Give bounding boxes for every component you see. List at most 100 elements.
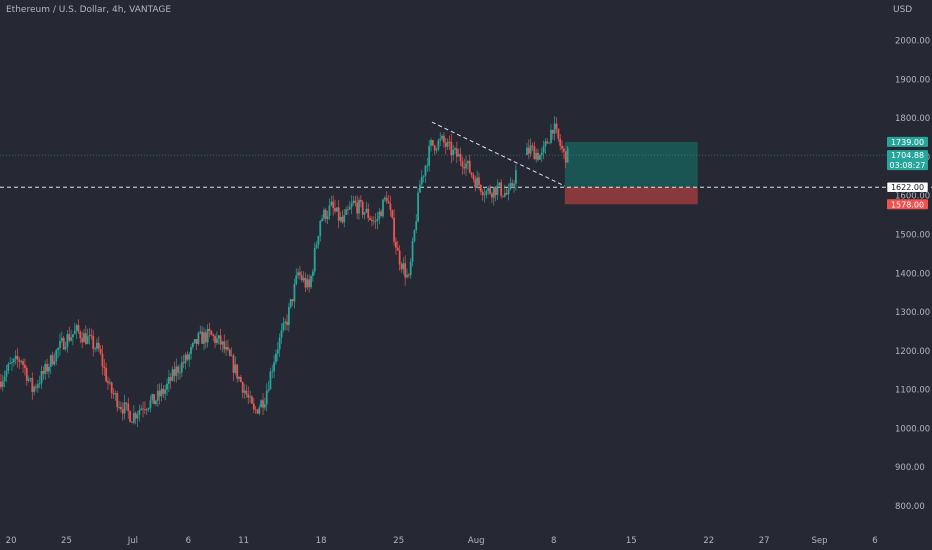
time-tick-label: 15 bbox=[626, 536, 637, 546]
candle-body bbox=[293, 283, 296, 302]
candle-body bbox=[505, 192, 508, 195]
candle-body bbox=[145, 409, 148, 411]
time-axis[interactable]: 20 25 Jul 6 11 18 25 Aug 8 15 22 27 Sep 6 bbox=[6, 536, 878, 546]
candle-body bbox=[487, 188, 490, 191]
target-zone[interactable] bbox=[564, 141, 698, 188]
candle-body bbox=[470, 172, 473, 176]
candle-body bbox=[406, 274, 408, 278]
candle-body bbox=[478, 177, 480, 185]
candle-body bbox=[175, 366, 178, 376]
candle-body bbox=[230, 355, 233, 357]
candle-body bbox=[173, 369, 176, 376]
candle-body bbox=[374, 220, 377, 222]
candle-body bbox=[97, 342, 100, 349]
candle-body bbox=[557, 128, 560, 139]
candle-body bbox=[566, 147, 569, 163]
candle-body bbox=[369, 218, 371, 220]
candle-body bbox=[311, 271, 314, 277]
candle-body bbox=[29, 378, 32, 380]
candle-body bbox=[40, 370, 43, 384]
candle-body bbox=[167, 377, 170, 384]
candle-body bbox=[276, 349, 279, 354]
candle-body bbox=[494, 186, 497, 196]
candle-body bbox=[271, 371, 274, 373]
candle-body bbox=[219, 335, 222, 345]
candle-body bbox=[12, 358, 15, 363]
candle-body bbox=[11, 362, 13, 364]
candle-body bbox=[533, 146, 536, 160]
candle-body bbox=[546, 141, 549, 144]
candle-body bbox=[289, 299, 292, 308]
price-axis[interactable]: 800.00 900.00 1000.00 1100.00 1200.00 1300.00… bbox=[895, 37, 930, 512]
candle-body bbox=[51, 355, 54, 365]
candle-body bbox=[330, 201, 333, 206]
candle-body bbox=[498, 182, 501, 186]
candle-body bbox=[328, 205, 331, 216]
candle-body bbox=[500, 182, 503, 196]
candle-body bbox=[452, 149, 455, 156]
candle-body bbox=[177, 366, 180, 373]
candle-body bbox=[256, 409, 259, 414]
candle-body bbox=[424, 165, 427, 176]
candle-body bbox=[481, 191, 484, 196]
candle-body bbox=[81, 338, 84, 343]
countdown-label: 03:08:27 bbox=[890, 161, 926, 170]
currency-label: USD bbox=[893, 5, 913, 15]
price-label-target: 1739.00 bbox=[891, 138, 924, 147]
candle-body bbox=[123, 402, 126, 414]
candle-body bbox=[225, 347, 228, 350]
candle-body bbox=[210, 330, 213, 336]
candle-body bbox=[435, 149, 438, 151]
candle-body bbox=[101, 353, 104, 367]
candle-body bbox=[149, 400, 152, 409]
candle-body bbox=[70, 337, 72, 341]
candle-body bbox=[335, 207, 338, 212]
candle-body bbox=[367, 208, 370, 219]
candle-body bbox=[343, 214, 346, 223]
candle-body bbox=[138, 410, 141, 415]
candle-body bbox=[184, 354, 187, 364]
candle-body bbox=[302, 277, 305, 281]
candle-body bbox=[407, 274, 410, 276]
candle-body bbox=[121, 409, 124, 414]
stop-zone[interactable] bbox=[564, 187, 698, 205]
candle-body bbox=[555, 123, 558, 129]
candle-body bbox=[564, 151, 567, 163]
candle-body bbox=[243, 390, 246, 393]
candle-body bbox=[92, 335, 95, 349]
candle-body bbox=[238, 376, 240, 379]
candle-body bbox=[232, 355, 235, 373]
candle-body bbox=[96, 342, 98, 349]
candle-body bbox=[84, 333, 87, 344]
candle-body bbox=[561, 145, 563, 149]
candle-body bbox=[83, 333, 85, 343]
candle-body bbox=[465, 163, 467, 169]
candle-body bbox=[306, 279, 309, 288]
candle-body bbox=[419, 184, 421, 193]
candle-body bbox=[319, 220, 322, 236]
position-zones[interactable] bbox=[564, 141, 698, 205]
time-tick-label: 6 bbox=[872, 536, 877, 546]
candle-body bbox=[236, 364, 239, 379]
candle-body bbox=[539, 155, 541, 160]
candle-body bbox=[217, 335, 220, 339]
candle-body bbox=[295, 275, 298, 284]
candle-body bbox=[553, 123, 556, 134]
candle-body bbox=[308, 279, 311, 288]
chart-title: Ethereum / U.S. Dollar, 4h, VANTAGE bbox=[6, 5, 172, 15]
price-tick-label: 1000.00 bbox=[895, 424, 930, 434]
candle-body bbox=[489, 188, 491, 194]
candle-body bbox=[402, 263, 405, 270]
candle-body bbox=[114, 393, 117, 395]
candle-body bbox=[214, 336, 216, 344]
price-label-entry: 1622.00 bbox=[891, 183, 924, 192]
candle-body bbox=[239, 376, 242, 383]
candle-body bbox=[483, 194, 486, 196]
candle-body bbox=[334, 208, 336, 212]
time-tick-label: 8 bbox=[551, 536, 556, 546]
candle-body bbox=[190, 347, 192, 354]
candle-body bbox=[291, 299, 294, 302]
candle-body bbox=[492, 186, 495, 198]
candle-body bbox=[251, 396, 253, 404]
